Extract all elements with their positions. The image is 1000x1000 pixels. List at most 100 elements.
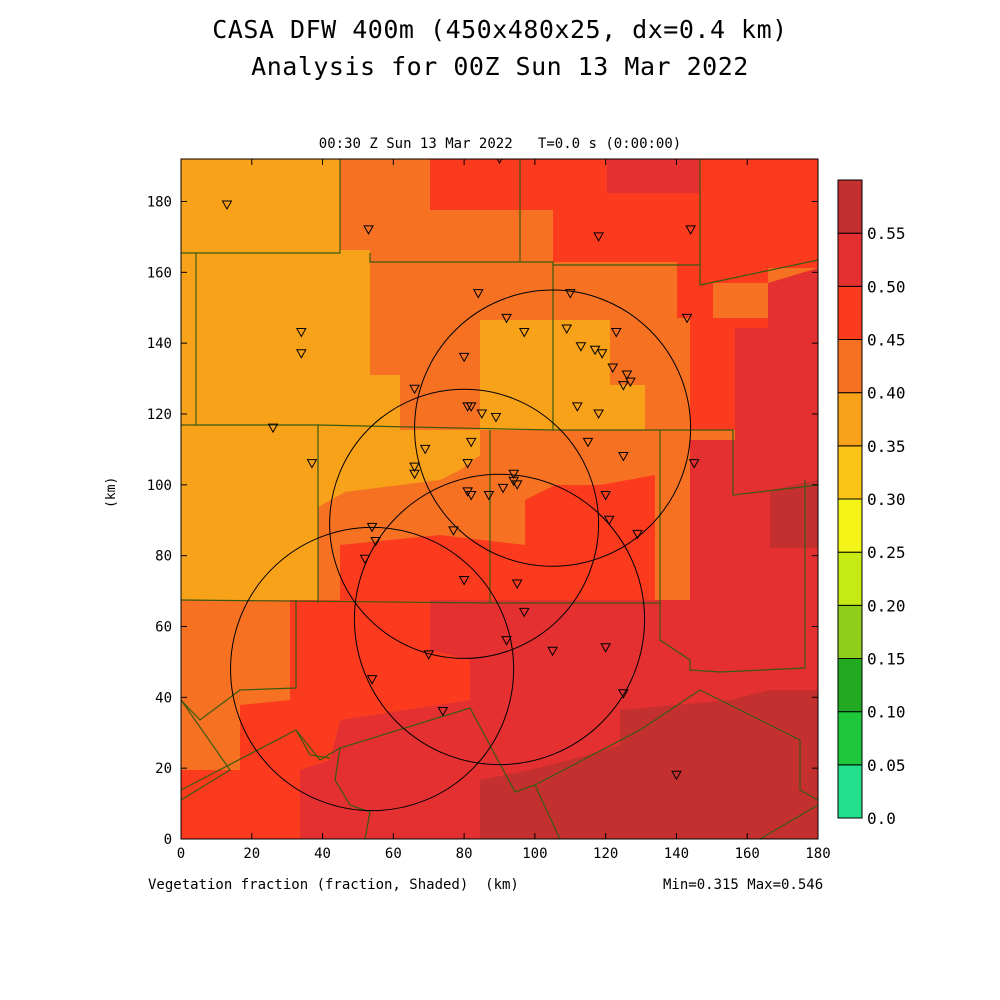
station-marker	[465, 402, 477, 412]
station-marker	[423, 650, 435, 660]
station-marker	[600, 643, 612, 653]
field-region-center	[340, 475, 655, 600]
field-region-northeast-strip	[607, 159, 700, 193]
county-line	[181, 159, 341, 254]
x-tick-label: 40	[314, 846, 331, 862]
station-marker	[472, 289, 484, 299]
colorbar-label: 0.55	[867, 224, 906, 243]
station-marker	[306, 459, 318, 469]
colorbar-label: 0.30	[867, 490, 906, 509]
y-tick-label: 180	[147, 195, 172, 211]
county-line	[699, 159, 818, 286]
colorbar-label: 0.15	[867, 650, 906, 669]
county-line	[181, 699, 231, 801]
x-tick-label: 0	[177, 846, 185, 862]
station-marker	[458, 352, 470, 363]
colorbar-swatch	[837, 232, 863, 287]
station-marker	[497, 483, 509, 494]
y-tick-label: 100	[147, 478, 172, 494]
station-marker	[596, 349, 608, 359]
shaded-field	[181, 159, 818, 839]
radar-ring	[329, 388, 600, 659]
field-region-south-west-inner	[181, 600, 470, 839]
y-tick-label: 0	[164, 832, 172, 848]
county-line	[181, 600, 297, 721]
station-marker	[462, 459, 474, 469]
main-title: CASA DFW 400m (450x480x25, dx=0.4 km)	[212, 15, 788, 44]
station-marker	[448, 526, 459, 536]
colorbar-swatch	[837, 604, 863, 659]
field-region-west-upper	[181, 159, 400, 600]
station-marker	[600, 490, 612, 501]
analysis-subtitle: Analysis for 00Z Sun 13 Mar 2022	[251, 52, 749, 81]
station-marker	[366, 675, 378, 685]
y-tick-label: 20	[155, 761, 172, 777]
field-region-southeast	[480, 690, 818, 839]
x-tick-label: 160	[735, 846, 760, 862]
station-marker	[483, 490, 495, 501]
field-region-south-west	[181, 600, 290, 790]
county-line	[699, 689, 818, 801]
x-tick-label: 140	[664, 846, 689, 862]
station-marker	[564, 289, 576, 299]
x-tick-label: 20	[243, 846, 260, 862]
station-marker	[607, 363, 619, 373]
station-marker	[671, 770, 682, 781]
colorbar-label: 0.50	[867, 277, 906, 296]
x-axis-ticks: 0 20 40 60 80 100 120 140 160 180	[177, 159, 831, 862]
colorbar-label: 0.45	[867, 331, 906, 350]
station-marker	[409, 462, 420, 473]
min-max-readout: Min=0.315 Max=0.546	[663, 877, 824, 893]
station-marker	[572, 402, 583, 412]
station-marker	[593, 409, 604, 420]
colorbar-swatch	[837, 285, 863, 341]
y-tick-label: 40	[155, 690, 172, 706]
station-marker	[621, 370, 633, 381]
plot-title: 00:30 Z Sun 13 Mar 2022 T=0.0 s (0:00:00…	[318, 136, 682, 152]
station-marker	[688, 459, 700, 469]
county-line	[295, 729, 331, 759]
station-marker	[465, 437, 477, 448]
field-region-center-west	[240, 430, 480, 600]
colorbar-swatch	[837, 764, 863, 819]
station-marker	[437, 707, 449, 717]
station-marker	[458, 575, 470, 586]
x-tick-label: 180	[805, 846, 830, 862]
station-marker	[575, 342, 587, 352]
station-marker	[221, 200, 233, 211]
colorbar-label: 0.20	[867, 596, 906, 615]
y-tick-label: 60	[155, 620, 172, 636]
y-tick-label: 80	[155, 549, 172, 565]
station-marker	[366, 522, 378, 533]
field-region-east-patch	[770, 480, 818, 548]
county-line	[181, 689, 701, 793]
county-line	[534, 784, 561, 839]
radar-ring	[414, 289, 692, 567]
colorbar-swatch	[837, 498, 863, 553]
station-marker	[511, 579, 523, 590]
station-marker	[582, 437, 594, 448]
colorbar-swatch	[837, 711, 863, 766]
county-boundaries	[181, 159, 818, 839]
colorbar-swatch	[837, 179, 863, 234]
x-tick-label: 120	[593, 846, 618, 862]
colorbar-label: 0.0	[867, 809, 896, 828]
y-tick-label: 140	[147, 336, 172, 352]
colorbar-swatch	[837, 658, 863, 713]
station-marker	[508, 469, 520, 480]
county-line	[317, 424, 818, 496]
station-marker	[295, 349, 307, 359]
plot-frame	[180, 158, 819, 840]
colorbar: 0.0 0.05 0.10 0.15 0.20 0.25 0.30 0.35 0.40 0.45 0…	[837, 179, 906, 828]
x-tick-label: 60	[385, 846, 402, 862]
colorbar-label: 0.25	[867, 543, 906, 562]
station-marker	[476, 409, 488, 420]
y-tick-label: 120	[147, 407, 172, 423]
colorbar-label: 0.05	[867, 756, 906, 775]
station-marker	[547, 646, 558, 657]
station-marker	[501, 313, 512, 324]
station-marker	[295, 328, 307, 338]
station-marker	[593, 232, 604, 242]
colorbar-swatch	[837, 339, 863, 394]
